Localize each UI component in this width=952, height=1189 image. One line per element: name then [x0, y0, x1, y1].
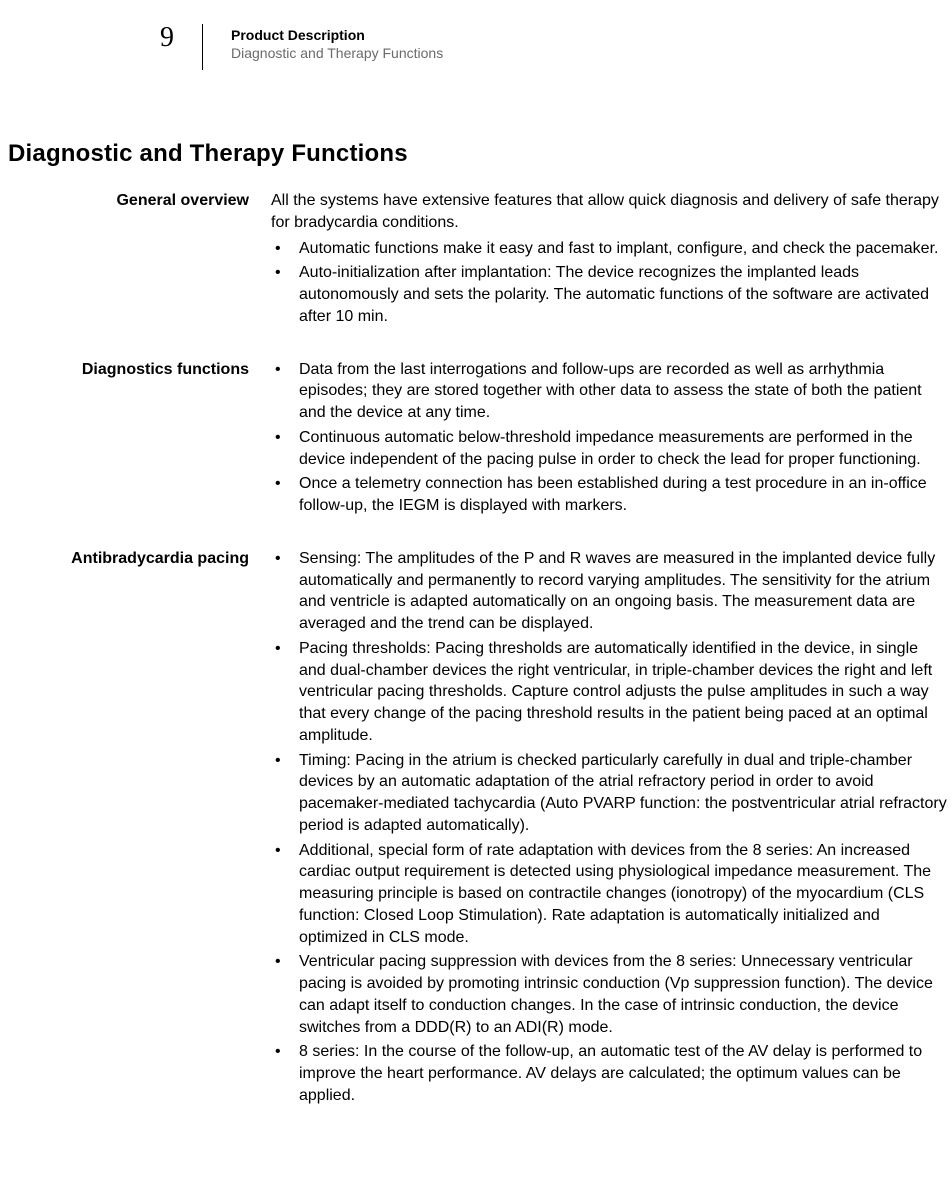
section-label: Diagnostics functions — [8, 359, 271, 520]
main-heading: Diagnostic and Therapy Functions — [0, 140, 952, 168]
list-item: Automatic functions make it easy and fas… — [271, 238, 948, 260]
list-item: 8 series: In the course of the follow-up… — [271, 1041, 948, 1106]
list-item: Timing: Pacing in the atrium is checked … — [271, 750, 948, 837]
page-header: 9 Product Description Diagnostic and The… — [160, 24, 952, 70]
header-text-block: Product Description Diagnostic and Thera… — [203, 24, 443, 62]
list-item: Continuous automatic below-threshold imp… — [271, 427, 948, 471]
section-body: Data from the last interrogations and fo… — [271, 359, 948, 520]
section-label: General overview — [8, 190, 271, 331]
section-body: All the systems have extensive features … — [271, 190, 948, 331]
page-number: 9 — [160, 24, 202, 52]
list-item: Sensing: The amplitudes of the P and R w… — [271, 548, 948, 635]
bullet-list: Sensing: The amplitudes of the P and R w… — [271, 548, 948, 1107]
section-diagnostics-functions: Diagnostics functions Data from the last… — [8, 359, 948, 520]
bullet-list: Data from the last interrogations and fo… — [271, 359, 948, 517]
section-body: Sensing: The amplitudes of the P and R w… — [271, 548, 948, 1110]
header-subtitle: Diagnostic and Therapy Functions — [231, 44, 443, 62]
list-item: Pacing thresholds: Pacing thresholds are… — [271, 638, 948, 747]
document-page: 9 Product Description Diagnostic and The… — [0, 0, 952, 1189]
list-item: Auto-initialization after implantation: … — [271, 262, 948, 327]
header-title: Product Description — [231, 26, 443, 44]
list-item: Ventricular pacing suppression with devi… — [271, 951, 948, 1038]
list-item: Additional, special form of rate adaptat… — [271, 840, 948, 949]
intro-paragraph: All the systems have extensive features … — [271, 190, 948, 234]
section-label: Antibradycardia pacing — [8, 548, 271, 1110]
content-area: General overview All the systems have ex… — [0, 190, 952, 1110]
list-item: Data from the last interrogations and fo… — [271, 359, 948, 424]
section-general-overview: General overview All the systems have ex… — [8, 190, 948, 331]
section-antibradycardia-pacing: Antibradycardia pacing Sensing: The ampl… — [8, 548, 948, 1110]
bullet-list: Automatic functions make it easy and fas… — [271, 238, 948, 328]
list-item: Once a telemetry connection has been est… — [271, 473, 948, 517]
